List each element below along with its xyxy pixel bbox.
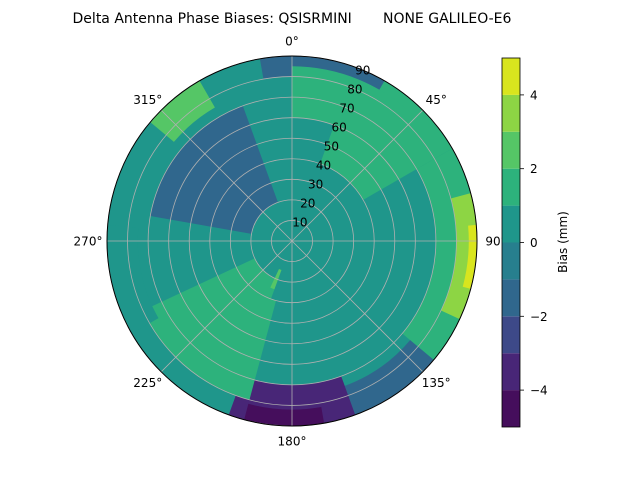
radial-tick-label-10: 10 xyxy=(292,216,307,230)
colorbar-band-5 xyxy=(502,205,520,243)
colorbar-band-4 xyxy=(502,242,520,280)
radial-tick-label-50: 50 xyxy=(324,140,339,154)
grid-spoke-315 xyxy=(160,109,293,242)
contour-region-16 xyxy=(107,224,159,334)
radial-tick-labels: 10 20 30 40 50 60 70 80 90 xyxy=(292,64,370,230)
grid-spoke-45 xyxy=(291,109,424,242)
angle-tick-label-45: 45° xyxy=(426,93,447,107)
contour-region-7 xyxy=(244,403,325,426)
angle-tick-label-180: 180° xyxy=(278,435,307,449)
radial-tick-label-30: 30 xyxy=(308,178,323,192)
radial-tick-label-80: 80 xyxy=(347,83,362,97)
grid-spoke-225 xyxy=(160,240,293,373)
colorbar-tick-label--4: −4 xyxy=(530,384,548,398)
angle-tick-label-90: 90° xyxy=(485,235,506,249)
angle-tick-label-270: 270° xyxy=(74,235,103,249)
contour-region-8 xyxy=(142,258,282,400)
plot-frame xyxy=(106,55,478,427)
angle-tick-label-315: 315° xyxy=(133,93,162,107)
colorbar: −4 −2 0 2 4 xyxy=(501,57,548,428)
contour-region-10 xyxy=(150,105,278,234)
colorbar-tick-label-4: 4 xyxy=(530,88,538,102)
contour-region-12 xyxy=(150,80,215,142)
colorbar-band-6 xyxy=(502,168,520,206)
angle-tick-labels: 0° 45° 90° 135° 180° 225° 270° 315° xyxy=(74,35,507,449)
colorbar-band-1 xyxy=(502,353,520,391)
radial-tick-label-20: 20 xyxy=(300,197,315,211)
colorbar-tick-label-0: 0 xyxy=(530,236,538,250)
colorbar-label: Bias (mm) xyxy=(556,211,570,273)
polar-grid xyxy=(106,55,478,427)
radial-tick-label-90: 90 xyxy=(355,64,370,78)
contour-region-11 xyxy=(270,258,323,303)
colorbar-band-2 xyxy=(502,316,520,354)
angle-tick-label-225: 225° xyxy=(133,376,162,390)
chart-title: Delta Antenna Phase Biases: QSISRMINI NO… xyxy=(73,11,512,27)
radial-tick-label-40: 40 xyxy=(316,159,331,173)
colorbar-tick-label--2: −2 xyxy=(530,310,548,324)
radial-tick-label-60: 60 xyxy=(332,121,347,135)
colorbar-band-3 xyxy=(502,279,520,317)
contour-region-13 xyxy=(259,56,292,80)
contour-region-15 xyxy=(292,66,416,154)
colorbar-band-8 xyxy=(502,94,520,132)
colorbar-band-9 xyxy=(502,58,520,95)
colorbar-band-0 xyxy=(502,390,520,427)
grid-spoke-135 xyxy=(291,240,424,373)
angle-tick-label-0: 0° xyxy=(285,35,299,49)
radial-tick-label-70: 70 xyxy=(339,102,354,116)
colorbar-tick-label-2: 2 xyxy=(530,162,538,176)
colorbar-band-7 xyxy=(502,131,520,169)
angle-tick-label-135: 135° xyxy=(422,376,451,390)
contour-region-5 xyxy=(344,340,434,415)
